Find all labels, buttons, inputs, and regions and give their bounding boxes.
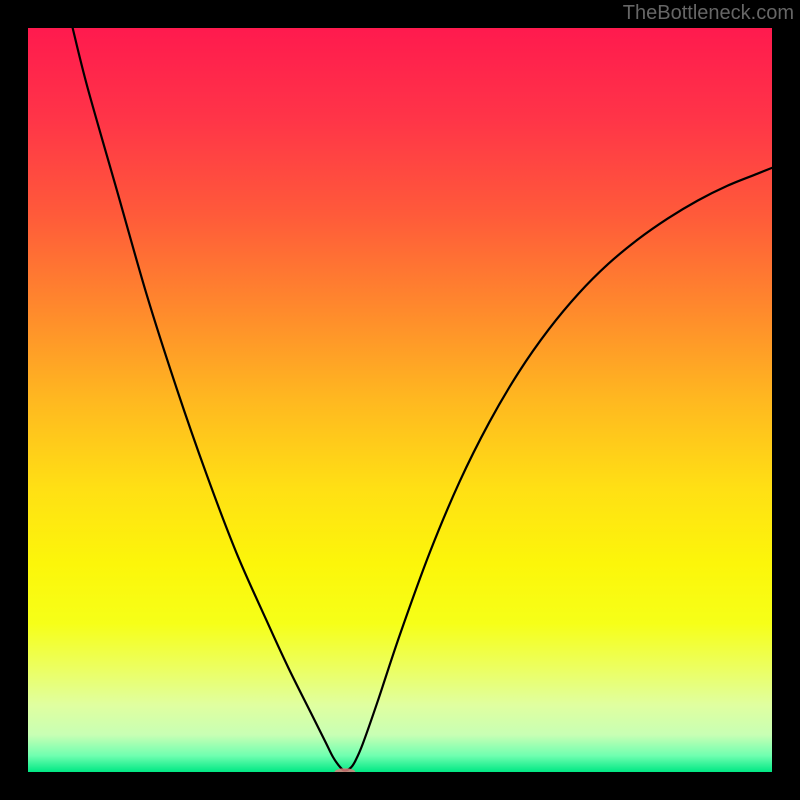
- bottleneck-chart: [0, 0, 800, 800]
- chart-container: TheBottleneck.com: [0, 0, 800, 800]
- gradient-background: [28, 28, 772, 772]
- watermark-text: TheBottleneck.com: [623, 2, 794, 25]
